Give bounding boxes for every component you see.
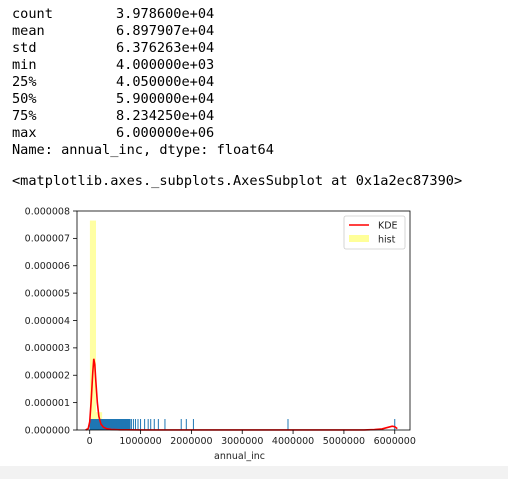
stat-name: min [12, 57, 37, 73]
stat-name: mean [12, 23, 45, 39]
stat-value: 6.897907e+04 [116, 23, 215, 39]
stat-row: max 6.000000e+06 [12, 125, 214, 142]
stat-row: std 6.376263e+04 [12, 40, 214, 57]
kde-line [85, 358, 398, 431]
y-tick-label: 0.000002 [25, 371, 70, 382]
y-tick-label: 0.000006 [25, 261, 70, 272]
stat-value: 3.978600e+04 [116, 6, 215, 22]
stat-row: 50% 5.900000e+04 [12, 91, 214, 108]
stat-value: 5.900000e+04 [116, 91, 215, 107]
stat-value: 8.234250e+04 [116, 108, 215, 124]
x-tick-label: 4000000 [272, 436, 314, 447]
stat-name: 75% [12, 108, 37, 124]
bottom-scroll-area [0, 466, 508, 479]
hist-bar [89, 220, 97, 430]
y-tick-label: 0.000004 [25, 316, 70, 327]
x-tick-label: 5000000 [323, 436, 365, 447]
x-tick-label: 0 [87, 436, 93, 447]
x-tick-label: 2000000 [170, 436, 212, 447]
legend-hist-label: hist [378, 235, 396, 246]
stat-name: 50% [12, 91, 37, 107]
stat-value: 6.000000e+06 [116, 125, 215, 141]
describe-output: count 3.978600e+04 mean 6.897907e+04 std 6.37… [12, 6, 214, 142]
y-tick-label: 0.000008 [25, 206, 70, 217]
stat-row: mean 6.897907e+04 [12, 23, 214, 40]
stat-name: 25% [12, 74, 37, 90]
stat-name: count [12, 6, 53, 22]
x-tick-label: 6000000 [374, 436, 416, 447]
x-axis-label: annual_inc [214, 451, 265, 462]
stat-row: count 3.978600e+04 [12, 6, 214, 23]
stat-name: std [12, 40, 37, 56]
stat-value: 4.050000e+04 [116, 74, 215, 90]
stat-row: min 4.000000e+03 [12, 57, 214, 74]
stat-value: 4.000000e+03 [116, 57, 215, 73]
y-tick-label: 0.000005 [25, 288, 70, 299]
axes-repr: <matplotlib.axes._subplots.AxesSubplot a… [12, 173, 463, 189]
legend-hist-swatch [349, 235, 369, 242]
y-tick-label: 0.000003 [25, 343, 70, 354]
y-tick-label: 0.000000 [25, 425, 70, 436]
y-tick-label: 0.000007 [25, 234, 70, 245]
stat-name: max [12, 125, 37, 141]
dtype-line: Name: annual_inc, dtype: float64 [12, 142, 274, 158]
x-tick-label: 3000000 [221, 436, 263, 447]
x-tick-label: 1000000 [119, 436, 161, 447]
stat-value: 6.376263e+04 [116, 40, 215, 56]
y-tick-label: 0.000001 [25, 398, 70, 409]
stat-row: 25% 4.050000e+04 [12, 74, 214, 91]
legend-kde-label: KDE [378, 221, 398, 232]
stat-row: 75% 8.234250e+04 [12, 108, 214, 125]
